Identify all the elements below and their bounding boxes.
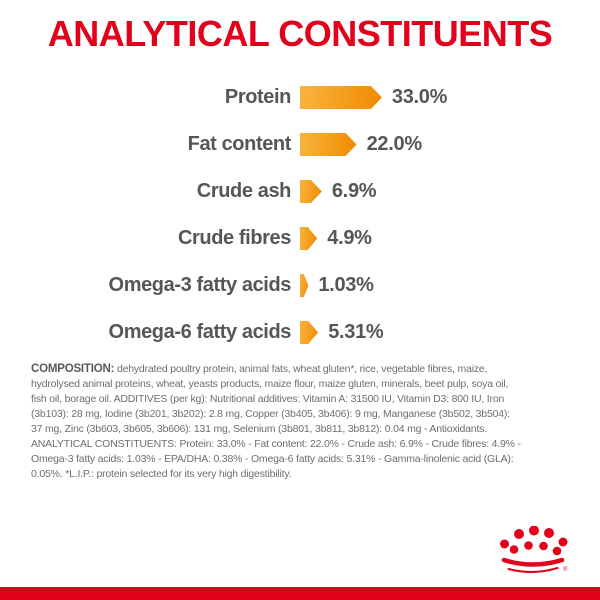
constituent-value: 22.0% [366, 133, 423, 155]
chart-row: Omega-6 fatty acids 5.31% [0, 321, 600, 344]
constituent-label: Fat content [187, 133, 292, 155]
footer-brand-bar [0, 587, 600, 600]
constituent-label: Crude ash [196, 180, 292, 202]
chart-row: Crude ash 6.9% [0, 180, 600, 203]
svg-text:®: ® [563, 566, 568, 573]
constituent-label: Protein [224, 86, 292, 108]
chart-row: Omega-3 fatty acids 1.03% [0, 274, 600, 297]
constituent-label: Crude fibres [177, 227, 291, 249]
constituent-label: Omega-6 fatty acids [108, 321, 292, 343]
constituent-label: Omega-3 fatty acids [108, 274, 292, 296]
constituent-value: 1.03% [318, 274, 374, 296]
composition-text: COMPOSITION: dehydrated poultry protein,… [31, 362, 587, 482]
composition-label: COMPOSITION: [31, 363, 115, 375]
constituent-bar [300, 180, 322, 203]
constituent-value: 5.31% [328, 321, 384, 343]
page-title: ANALYTICAL CONSTITUENTS [47, 13, 553, 54]
constituent-bar [300, 274, 308, 297]
chart-row: Crude fibres 4.9% [0, 227, 600, 250]
constituent-value: 4.9% [327, 227, 372, 249]
constituent-bar [300, 227, 317, 250]
constituent-bar [300, 86, 382, 109]
constituents-chart: Protein 33.0% Fat content 22.0% Crude as… [0, 86, 600, 368]
constituent-value: 6.9% [331, 180, 377, 202]
constituent-bar [300, 321, 318, 344]
chart-row: Fat content 22.0% [0, 133, 600, 156]
chart-row: Protein 33.0% [0, 86, 600, 109]
constituent-value: 33.0% [391, 86, 448, 108]
constituent-bar [300, 133, 357, 156]
composition-body: dehydrated poultry protein, animal fats,… [31, 363, 521, 480]
royal-canin-crown-icon: ® [500, 526, 568, 573]
